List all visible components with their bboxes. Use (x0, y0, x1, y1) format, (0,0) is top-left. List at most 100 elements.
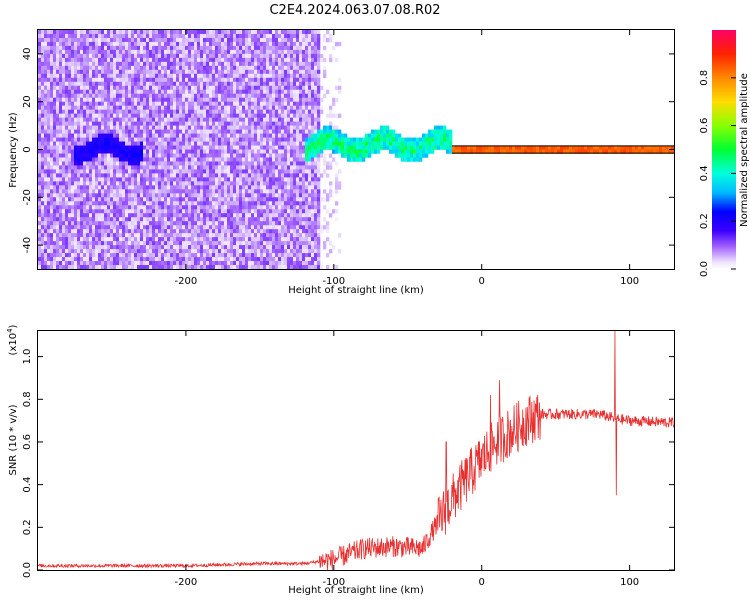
spectrogram-cell (188, 193, 192, 198)
spectrogram-cell (62, 217, 66, 222)
spectrogram-cell (107, 45, 111, 51)
spectrogram-cell (227, 249, 231, 254)
spectrogram-cell (38, 93, 42, 99)
spectrogram-cell (203, 129, 207, 134)
spectrogram-cell (179, 229, 183, 234)
spectrogram-cell (224, 149, 228, 154)
spectrogram-cell (104, 117, 108, 122)
spectrogram-cell (257, 201, 261, 206)
spectrogram-cell (92, 30, 96, 35)
spectrogram-cell (248, 217, 252, 222)
spectrogram-cell (197, 197, 201, 202)
spectrogram-cell (275, 165, 279, 170)
spectrogram-cell (44, 69, 48, 75)
spectrogram-cell (41, 213, 45, 218)
spectrogram-cell (110, 69, 114, 75)
spectrogram-cell (248, 105, 252, 110)
spectrogram-cell (272, 77, 276, 83)
spectrogram-cell (71, 97, 75, 102)
spectrogram-cell (272, 209, 276, 214)
spectrogram-cell (206, 101, 210, 106)
spectrogram-cell (218, 201, 222, 206)
spectrogram-cell (200, 261, 204, 266)
spectrogram-cell (215, 225, 219, 230)
spectrogram-cell (230, 241, 234, 246)
spectrogram-cell (83, 185, 87, 190)
spectrogram-cell (80, 97, 84, 102)
spectrogram-cell (242, 253, 246, 258)
spectrogram-cell (260, 69, 264, 75)
spectrogram-cell (53, 225, 57, 230)
spectrogram-cell (80, 113, 84, 118)
spectrogram-cell (161, 205, 165, 210)
spectrogram-cell (176, 261, 180, 266)
spectrogram-cell (149, 141, 153, 146)
spectrogram-cell (179, 133, 183, 138)
spectrogram-cell (137, 49, 141, 55)
spectrogram-cell (233, 261, 237, 266)
spectrogram-cell (83, 129, 87, 134)
spectrogram-cell (86, 213, 90, 218)
spectrogram-cell (104, 197, 108, 202)
spectrogram-cell (62, 30, 66, 35)
spectrogram-cell (212, 73, 216, 79)
spectrogram-cell (74, 237, 78, 242)
spectrogram-cell (182, 153, 186, 158)
spectrogram-cell (137, 101, 141, 106)
spectrogram-cell (71, 77, 75, 83)
spectrogram-cell (209, 237, 213, 242)
spectrogram-cell (68, 137, 72, 142)
spectrogram-cell (257, 185, 261, 190)
spectrogram-cell (227, 101, 231, 106)
spectrogram-cell (119, 125, 123, 130)
spectrogram-cell (38, 73, 42, 79)
spectrogram-cell (218, 173, 222, 178)
spectrogram-cell (38, 145, 42, 150)
spectrogram-cell (89, 197, 93, 202)
spectrogram-cell (131, 37, 135, 43)
spectrogram-cell (284, 37, 288, 43)
spectrogram-cell (236, 65, 240, 71)
spectrogram-cell (269, 65, 273, 71)
spectrogram-cell (236, 157, 240, 162)
spectrogram-cell (149, 97, 153, 102)
spectrogram-cell (218, 37, 222, 43)
spectrogram-cell (263, 41, 267, 47)
spectrogram-cell (137, 141, 141, 146)
spectrogram-cell (119, 65, 123, 71)
spectrogram-cell (260, 85, 264, 91)
spectrogram-cell (242, 265, 246, 270)
spectrogram-cell (167, 65, 171, 71)
spectrogram-cell (239, 69, 243, 75)
spectrogram-cell (275, 129, 279, 134)
spectrogram-cell (101, 217, 105, 222)
spectrogram-cell (104, 145, 108, 150)
spectrogram-cell (242, 185, 246, 190)
spectrogram-cell (152, 49, 156, 55)
spectrogram-cell (212, 225, 216, 230)
spectrogram-cell (143, 73, 147, 79)
spectrogram-cell (185, 125, 189, 130)
spectrogram-cell (227, 30, 231, 35)
spectrogram-cell (140, 245, 144, 250)
spectrogram-cell (68, 101, 72, 106)
spectrogram-cell (119, 241, 123, 246)
spectrogram-cell (218, 93, 222, 99)
spectrogram-cell (269, 209, 273, 214)
spectrogram-cell (74, 181, 78, 186)
spectrogram-cell (254, 181, 258, 186)
spectrogram-cell (158, 33, 162, 39)
spectrogram-cell (188, 37, 192, 43)
spectrogram-cell (125, 41, 129, 47)
spectrogram-cell (272, 53, 276, 59)
spectrogram-cell (98, 201, 102, 206)
spectrogram-cell (209, 69, 213, 75)
spectrogram-cell (239, 189, 243, 194)
spectrogram-cell (266, 129, 270, 134)
spectrogram-cell (185, 89, 189, 95)
spectrogram-cell (182, 149, 186, 154)
spectrogram-cell (53, 257, 57, 262)
spectrogram-cell (170, 149, 174, 154)
spectrogram-cell (272, 37, 276, 43)
spectrogram-cell (137, 189, 141, 194)
